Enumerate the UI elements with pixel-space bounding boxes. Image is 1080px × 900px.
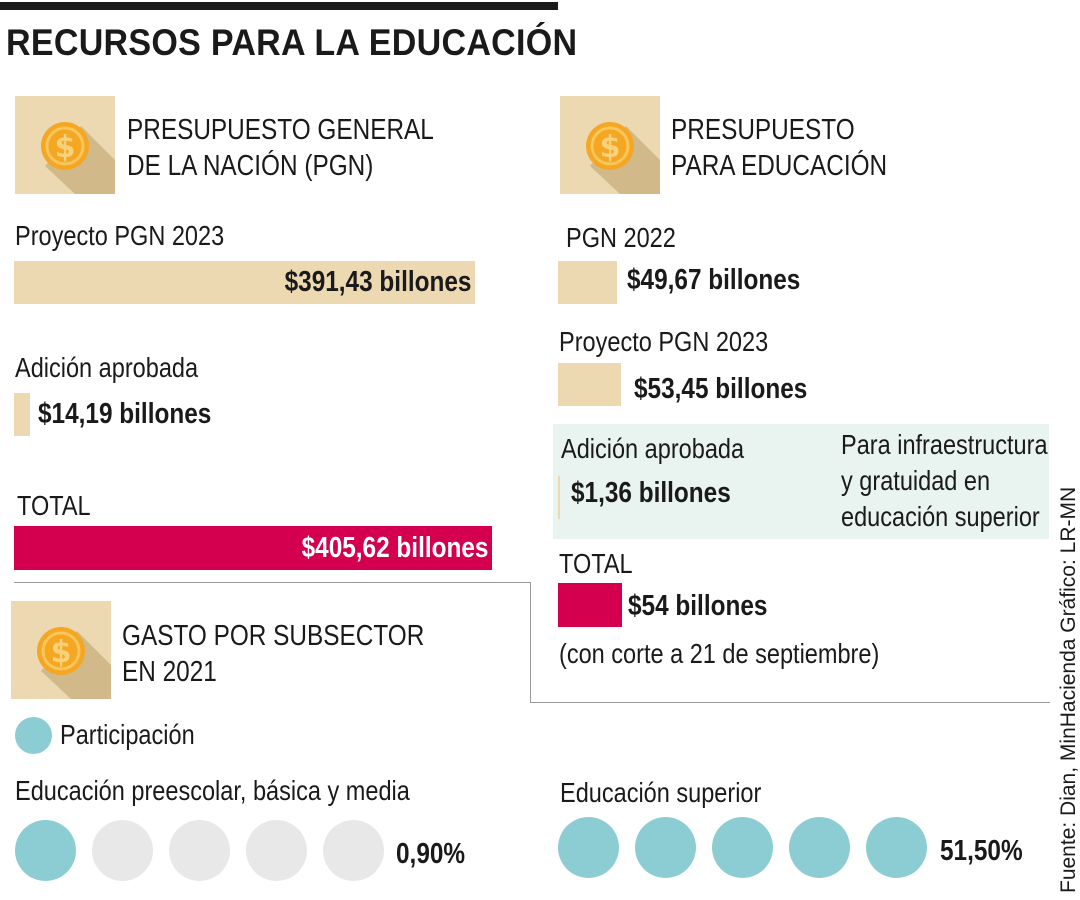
pgn-icon-box: $	[15, 96, 115, 194]
svg-text:$: $	[55, 130, 76, 165]
subsector-label-0: Educación preescolar, básica y media	[15, 775, 410, 806]
legend-label: Participación	[60, 719, 195, 750]
section-divider-right	[530, 702, 1050, 703]
subsector-value-1: 51,50%	[940, 835, 1023, 867]
pgn-bar-adicion	[14, 393, 30, 436]
pgn-item-label-0: Proyecto PGN 2023	[15, 220, 225, 251]
gasto-icon-box: $	[11, 601, 111, 699]
edu-icon-box: $	[560, 96, 660, 194]
dollar-coin-icon: $	[41, 122, 115, 194]
edu-bar-value-0: $49,67 billones	[627, 264, 801, 296]
subsector-label-1: Educación superior	[560, 777, 762, 808]
participation-circle-filled	[15, 820, 76, 881]
pgn-bar-value-2: $405,62 billones	[301, 531, 488, 564]
participation-circle-empty	[323, 820, 384, 881]
dollar-coin-icon: $	[37, 627, 111, 699]
edu-bar-value-3: $54 billones	[628, 590, 768, 622]
section-divider-left	[14, 582, 530, 583]
edu-item-label-2: Adición aprobada	[561, 433, 745, 464]
section-divider-vertical	[530, 582, 531, 703]
edu-bar-pgn-2022	[558, 261, 617, 304]
pgn-bar-total: $405,62 billones	[14, 526, 492, 570]
pgn-bar-value-1: $14,19 billones	[38, 398, 212, 430]
svg-text:$: $	[600, 130, 621, 165]
edu-item-label-1: Proyecto PGN 2023	[559, 326, 769, 357]
subsector-circles-1	[558, 817, 928, 881]
pgn-header: PRESUPUESTO GENERAL DE LA NACIÓN (PGN)	[127, 114, 434, 182]
page-title: RECURSOS PARA LA EDUCACIÓN	[6, 22, 578, 63]
participation-circle-empty	[169, 820, 230, 881]
edu-adicion-note: Para infraestructura y gratuidad en educ…	[841, 429, 1048, 532]
participation-circle-filled	[789, 817, 850, 878]
edu-bar-total	[558, 583, 622, 627]
edu-adicion-panel	[553, 424, 1049, 539]
edu-bar-value-2: $1,36 billones	[571, 477, 731, 509]
participation-circle-filled	[635, 817, 696, 878]
participation-circle-filled	[558, 817, 619, 878]
edu-total-note: (con corte a 21 de septiembre)	[559, 638, 880, 669]
pgn-bar-proyecto-2023: $391,43 billones	[14, 261, 475, 304]
participation-circle-filled	[712, 817, 773, 878]
participation-circle-empty	[92, 820, 153, 881]
subsector-value-0: 0,90%	[396, 838, 466, 870]
legend-swatch	[15, 717, 52, 754]
source-credit: Fuente: Dian, MinHacienda Gráfico: LR-MN	[1057, 486, 1080, 893]
edu-bar-proyecto-2023	[558, 363, 621, 406]
pgn-item-label-2: TOTAL	[17, 490, 91, 521]
subsector-circles-0	[15, 820, 385, 884]
pgn-item-label-1: Adición aprobada	[15, 352, 199, 383]
edu-item-label-0: PGN 2022	[566, 222, 676, 253]
pgn-bar-value-0: $391,43 billones	[284, 266, 471, 298]
top-rule	[0, 2, 558, 10]
gasto-header: GASTO POR SUBSECTOR EN 2021	[122, 620, 425, 688]
edu-bar-adicion	[558, 476, 560, 519]
edu-item-label-3: TOTAL	[559, 548, 633, 579]
dollar-coin-icon: $	[586, 122, 660, 194]
participation-circle-filled	[866, 817, 927, 878]
participation-circle-empty	[246, 820, 307, 881]
svg-text:$: $	[51, 635, 72, 670]
edu-bar-value-1: $53,45 billones	[634, 373, 808, 405]
edu-header: PRESUPUESTO PARA EDUCACIÓN	[671, 114, 888, 182]
